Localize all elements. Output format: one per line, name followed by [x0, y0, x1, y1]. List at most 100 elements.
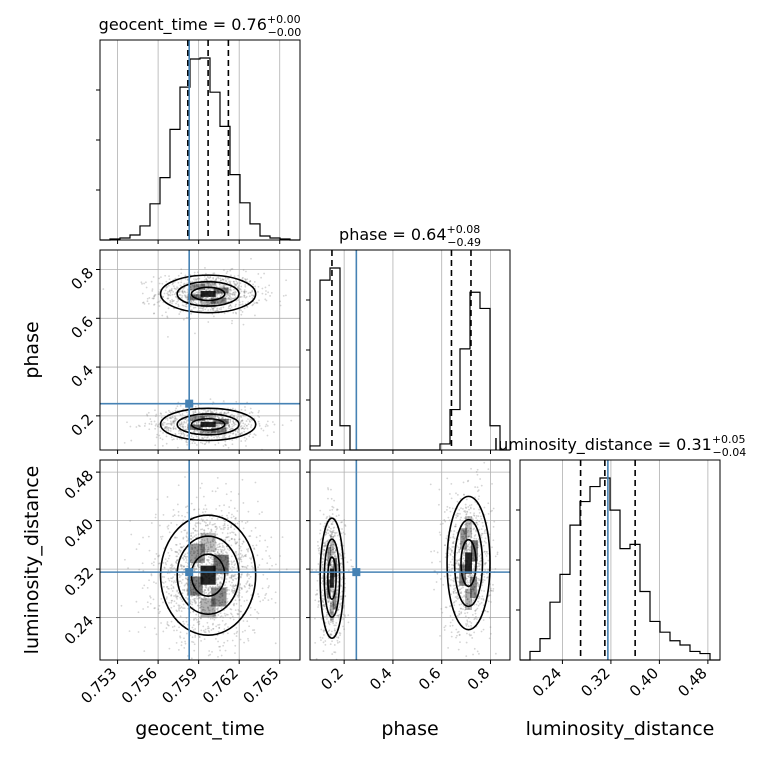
- sample-point: [204, 584, 207, 587]
- sample-point: [220, 582, 223, 585]
- sample-point: [255, 301, 258, 304]
- sample-point: [450, 551, 453, 553]
- sample-point: [189, 285, 192, 288]
- sample-point: [259, 600, 262, 603]
- sample-point: [183, 435, 185, 438]
- sample-point: [344, 586, 347, 589]
- sample-point: [333, 579, 336, 582]
- sample-point: [212, 549, 215, 552]
- sample-point: [177, 287, 180, 290]
- sample-point: [248, 577, 251, 580]
- sample-point: [143, 425, 146, 427]
- sample-point: [451, 546, 454, 548]
- sample-point: [215, 425, 218, 428]
- sample-point: [222, 413, 225, 415]
- sample-point: [465, 591, 468, 594]
- sample-point: [325, 577, 327, 580]
- sample-point: [252, 283, 255, 286]
- sample-point: [169, 416, 172, 419]
- sample-point: [207, 548, 210, 550]
- sample-point: [186, 300, 189, 303]
- sample-point: [205, 508, 208, 510]
- sample-point: [236, 416, 239, 419]
- sample-point: [199, 617, 202, 620]
- sample-point: [230, 274, 232, 277]
- sample-point: [161, 576, 164, 578]
- sample-point: [243, 291, 245, 293]
- sample-point: [331, 566, 334, 569]
- sample-point: [202, 296, 205, 299]
- sample-point: [167, 293, 170, 296]
- sample-point: [231, 589, 234, 592]
- sample-point: [199, 559, 202, 562]
- sample-point: [461, 596, 463, 599]
- sample-point: [179, 423, 182, 426]
- sample-point: [230, 575, 233, 578]
- sample-point: [168, 426, 171, 429]
- sample-point: [193, 285, 195, 288]
- sample-point: [246, 424, 248, 427]
- sample-point: [228, 426, 231, 429]
- hist-bin: [550, 602, 560, 660]
- sample-point: [319, 636, 322, 639]
- sample-point: [239, 556, 242, 559]
- sample-point: [191, 418, 194, 420]
- sample-point: [176, 286, 178, 289]
- sample-point: [195, 534, 197, 536]
- sample-point: [246, 520, 249, 523]
- sample-point: [186, 505, 189, 508]
- hist-bin: [620, 549, 630, 660]
- sample-point: [212, 430, 215, 433]
- sample-point: [185, 421, 187, 424]
- sample-point: [330, 522, 333, 525]
- density-cell: [200, 280, 216, 287]
- sample-point: [234, 517, 237, 520]
- sample-point: [209, 289, 211, 292]
- sample-point: [456, 559, 459, 562]
- sample-point: [203, 551, 206, 553]
- sample-point: [174, 594, 177, 597]
- sample-point: [195, 278, 198, 281]
- sample-point: [224, 443, 227, 446]
- sample-point: [483, 551, 486, 553]
- sample-point: [480, 536, 483, 539]
- y-tick-label: 0.32: [61, 563, 97, 599]
- sample-point: [473, 535, 476, 537]
- sample-point: [473, 592, 476, 595]
- sample-point: [157, 423, 160, 426]
- sample-point: [455, 592, 458, 594]
- sample-point: [203, 547, 205, 549]
- sample-point: [214, 430, 217, 433]
- sample-point: [471, 601, 474, 604]
- sample-point: [460, 587, 463, 590]
- sample-point: [172, 576, 175, 579]
- sample-point: [185, 303, 188, 305]
- sample-point: [170, 620, 173, 623]
- sample-point: [222, 278, 225, 281]
- sample-point: [328, 526, 330, 529]
- sample-point: [330, 488, 332, 491]
- sample-point: [217, 548, 220, 551]
- sample-point: [226, 632, 229, 635]
- sample-point: [237, 413, 239, 416]
- sample-point: [211, 427, 214, 430]
- sample-point: [217, 655, 219, 658]
- sample-point: [476, 490, 479, 493]
- sample-point: [232, 587, 235, 589]
- sample-point: [190, 289, 193, 292]
- sample-point: [456, 500, 459, 503]
- sample-point: [164, 427, 166, 429]
- sample-point: [180, 582, 183, 584]
- sample-point: [215, 409, 218, 411]
- sample-point: [331, 546, 334, 549]
- sample-point: [164, 562, 167, 564]
- sample-point: [159, 562, 161, 565]
- sample-point: [209, 410, 212, 413]
- sample-point: [200, 432, 203, 435]
- density-cell: [189, 543, 205, 563]
- sample-point: [153, 312, 156, 315]
- sample-point: [149, 595, 151, 598]
- sample-point: [214, 530, 217, 533]
- sample-point: [151, 288, 154, 291]
- sample-point: [465, 546, 467, 549]
